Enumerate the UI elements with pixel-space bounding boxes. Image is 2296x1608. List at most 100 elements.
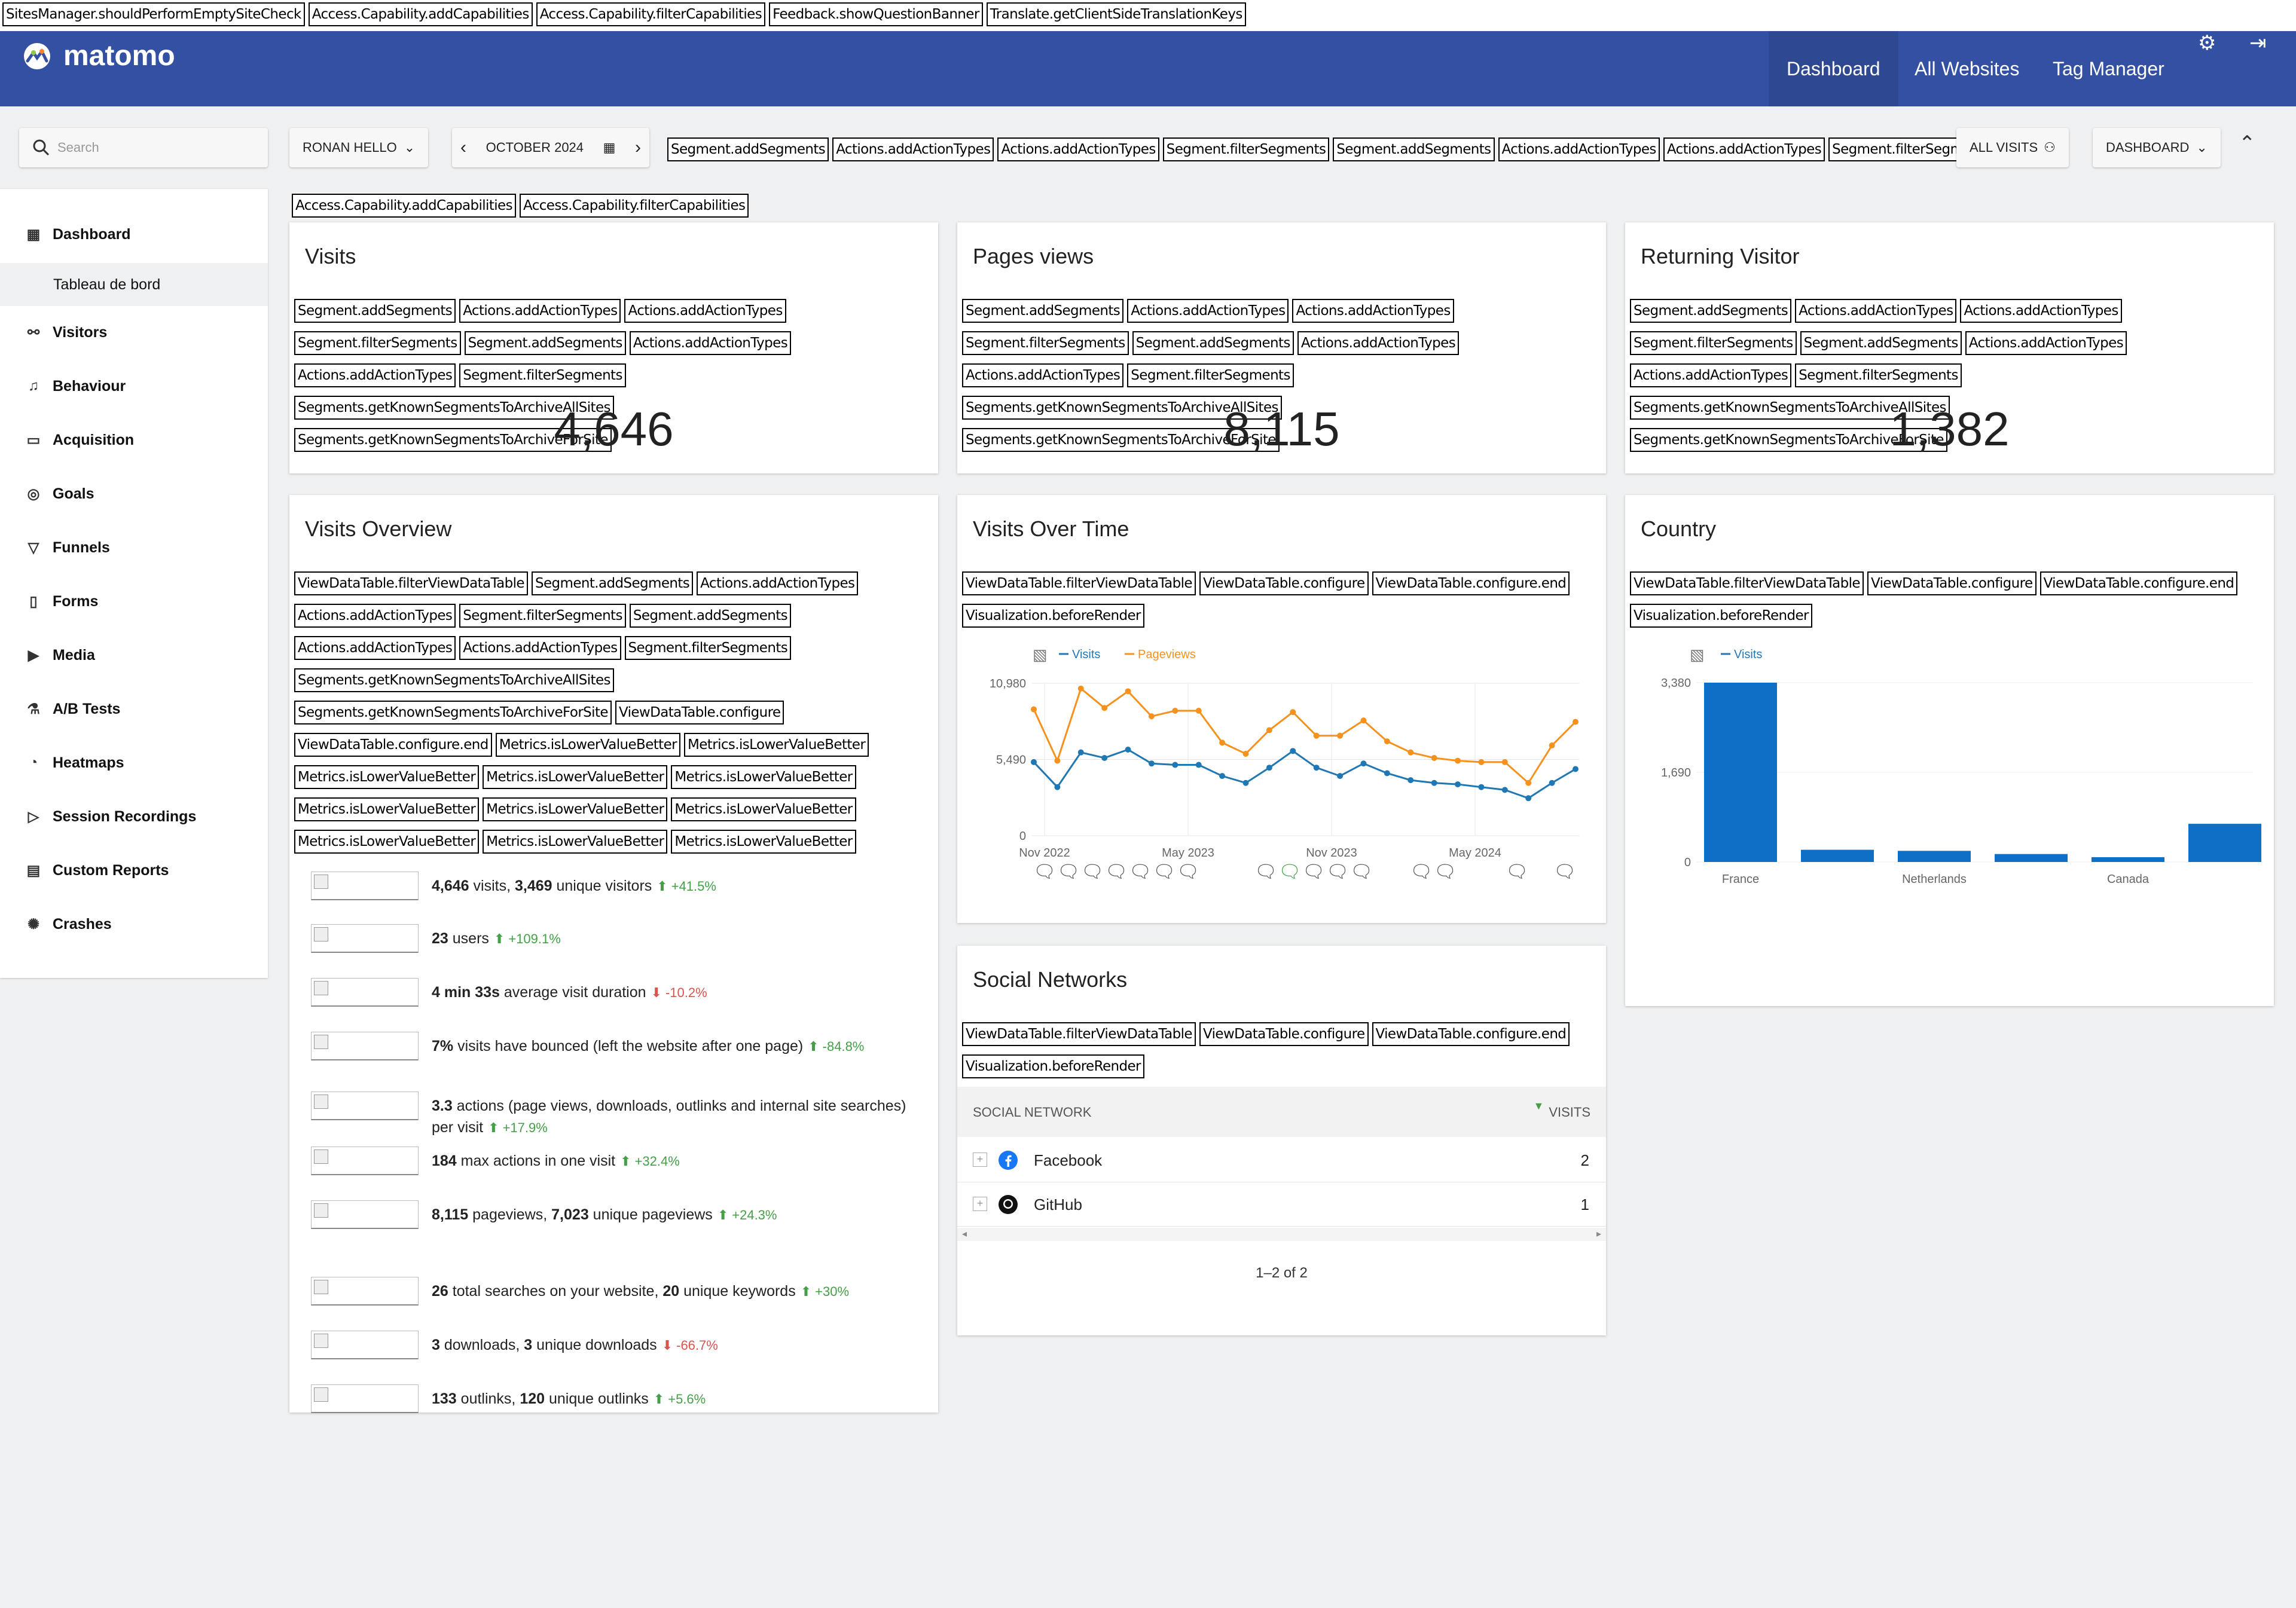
data-point[interactable] [1077, 749, 1084, 756]
data-point[interactable] [1478, 784, 1485, 790]
data-point[interactable] [1455, 757, 1461, 764]
data-point[interactable] [1290, 748, 1296, 754]
sidebar-item-behaviour[interactable]: ♫ Behaviour [0, 365, 268, 408]
annotation-icon[interactable]: 🗨 [1434, 862, 1457, 882]
annotation-icon[interactable]: 🗨 [1553, 862, 1576, 882]
social-network-column-header[interactable]: SOCIAL NETWORK [973, 1105, 1092, 1120]
annotation-icon[interactable]: 🗨 [1278, 862, 1301, 882]
data-point[interactable] [1573, 719, 1578, 725]
sparkline-image[interactable] [311, 1092, 419, 1120]
data-point[interactable] [1501, 787, 1508, 793]
data-point[interactable] [1031, 706, 1037, 713]
data-point[interactable] [1054, 784, 1061, 790]
data-point[interactable] [1148, 760, 1155, 767]
chart-type-icon[interactable]: ▧ [1690, 646, 1705, 664]
collapse-toolbar-icon[interactable]: ⌃ [2239, 132, 2256, 155]
user-selector-button[interactable]: RONAN HELLO ⌄ [289, 128, 429, 167]
data-point[interactable] [1360, 717, 1367, 724]
legend-label[interactable]: Pageviews [1138, 648, 1196, 661]
data-point[interactable] [1266, 727, 1272, 733]
annotation-icon[interactable]: 🗨 [1302, 862, 1325, 882]
annotation-icon[interactable]: 🗨 [1506, 862, 1528, 882]
nav-all-websites[interactable]: All Websites [1897, 31, 2037, 106]
data-point[interactable] [1337, 773, 1344, 779]
data-point[interactable] [1384, 770, 1390, 777]
annotation-icon[interactable]: 🗨 [1129, 862, 1152, 882]
sidebar-item-forms[interactable]: ▯ Forms [0, 580, 268, 623]
sparkline-image[interactable] [311, 1147, 419, 1175]
social-network-name[interactable]: GitHub [1034, 1196, 1082, 1213]
expand-icon[interactable]: + [973, 1152, 987, 1167]
gear-icon[interactable]: ⚙ [2198, 32, 2216, 54]
date-label[interactable]: OCTOBER 2024 [486, 140, 584, 155]
data-point[interactable] [1313, 765, 1320, 771]
sparkline-image[interactable] [311, 1277, 419, 1306]
calendar-icon[interactable]: ▦ [603, 140, 616, 155]
data-point[interactable] [1455, 781, 1461, 788]
data-point[interactable] [1125, 747, 1131, 753]
data-point[interactable] [1101, 705, 1108, 711]
data-point[interactable] [1101, 754, 1108, 761]
nav-dashboard[interactable]: Dashboard [1769, 31, 1898, 106]
date-selector[interactable]: ‹ OCTOBER 2024 ▦ › [452, 128, 649, 167]
scroll-right-icon[interactable]: ▸ [1596, 1229, 1601, 1239]
data-point[interactable] [1195, 707, 1202, 714]
data-point[interactable] [1266, 765, 1272, 771]
annotation-icon[interactable]: 🗨 [1410, 862, 1433, 882]
sparkline-image[interactable] [311, 1331, 419, 1359]
data-point[interactable] [1501, 759, 1508, 765]
sidebar-item-heatmaps[interactable]: ◔ Heatmaps [0, 741, 268, 784]
logout-icon[interactable]: ⇥ [2249, 32, 2267, 54]
social-network-name[interactable]: Facebook [1034, 1151, 1103, 1169]
sidebar-item-media[interactable]: ▶ Media [0, 634, 268, 677]
data-point[interactable] [1549, 779, 1555, 786]
sparkline-image[interactable] [311, 924, 419, 953]
annotation-icon[interactable]: 🗨 [1057, 862, 1080, 882]
data-point[interactable] [1431, 754, 1437, 761]
data-point[interactable] [1384, 738, 1390, 745]
table-row[interactable]: + Facebook 2 [957, 1138, 1606, 1182]
visits-column-header[interactable]: ▼ VISITS [1533, 1100, 1590, 1120]
bar[interactable] [1704, 683, 1777, 862]
sparkline-image[interactable] [311, 978, 419, 1007]
expand-icon[interactable]: + [973, 1197, 987, 1211]
data-point[interactable] [1573, 766, 1578, 772]
data-point[interactable] [1125, 688, 1131, 695]
data-point[interactable] [1407, 777, 1414, 784]
annotation-icon[interactable]: 🗨 [1033, 862, 1056, 882]
data-point[interactable] [1195, 762, 1202, 768]
bar[interactable] [1801, 849, 1874, 862]
sidebar-item-visitors[interactable]: ⚯ Visitors [0, 311, 268, 354]
bar[interactable] [2092, 857, 2164, 862]
annotation-icon[interactable]: 🗨 [1254, 862, 1277, 882]
data-point[interactable] [1431, 779, 1437, 786]
sparkline-image[interactable] [311, 872, 419, 900]
data-point[interactable] [1219, 739, 1226, 746]
sparkline-image[interactable] [311, 1200, 419, 1229]
data-point[interactable] [1172, 762, 1178, 768]
chart-type-icon[interactable]: ▧ [1033, 646, 1048, 664]
previous-period-icon[interactable]: ‹ [460, 137, 466, 157]
data-point[interactable] [1407, 749, 1414, 756]
data-point[interactable] [1360, 760, 1367, 767]
nav-tag-manager[interactable]: Tag Manager [2035, 31, 2182, 106]
scroll-left-icon[interactable]: ◂ [962, 1229, 967, 1239]
data-point[interactable] [1077, 685, 1084, 692]
annotation-icon[interactable]: 🗨 [1177, 862, 1199, 882]
data-point[interactable] [1525, 795, 1532, 802]
segment-selector-button[interactable]: ALL VISITS ⚇ [1956, 128, 2069, 167]
table-row[interactable]: + GitHub 1 [957, 1182, 1606, 1227]
sparkline-image[interactable] [311, 1032, 419, 1060]
annotation-icon[interactable]: 🗨 [1081, 862, 1104, 882]
bar[interactable] [2188, 824, 2261, 862]
data-point[interactable] [1031, 759, 1037, 765]
annotation-icon[interactable]: 🗨 [1350, 862, 1373, 882]
sidebar-item-session-recordings[interactable]: ▷ Session Recordings [0, 795, 268, 838]
sparkline-image[interactable] [311, 1384, 419, 1413]
data-point[interactable] [1313, 732, 1320, 739]
matomo-logo[interactable]: matomo [18, 39, 175, 72]
sidebar-item-tableau-de-bord[interactable]: Tableau de bord [0, 263, 268, 306]
annotation-icon[interactable]: 🗨 [1153, 862, 1176, 882]
data-point[interactable] [1219, 773, 1226, 779]
search-input[interactable]: Search [19, 128, 268, 167]
